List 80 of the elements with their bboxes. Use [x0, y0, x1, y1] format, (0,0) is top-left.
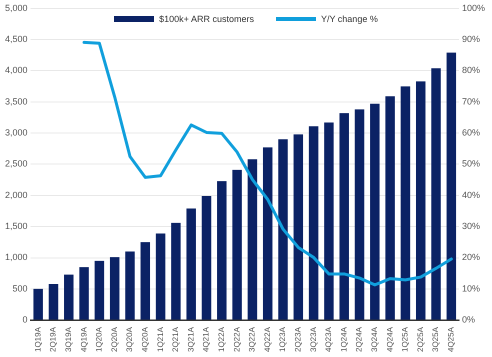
bar [94, 260, 104, 320]
x-tick-label: 4Q20A [140, 326, 150, 352]
bar [110, 257, 120, 320]
bar [385, 96, 395, 320]
x-tick-label: 2Q24A [354, 326, 364, 352]
bar [339, 113, 349, 320]
bar [232, 170, 242, 320]
x-tick-label: 1Q21A [156, 326, 165, 352]
x-tick-label: 4Q25A [446, 326, 456, 352]
bar [48, 284, 58, 320]
x-tick-label: 2Q19A [48, 326, 58, 352]
bar [33, 288, 43, 320]
y2-tick-label: 10% [462, 283, 480, 294]
bar [354, 109, 364, 320]
bar [64, 274, 74, 320]
x-tick-label: 1Q25A [400, 326, 410, 352]
y-tick-label: 1,000 [4, 252, 28, 262]
x-tick-label: 4Q24A [385, 326, 394, 352]
y2-tick-label: 60% [462, 128, 480, 138]
bar [262, 147, 272, 320]
y-tick-label: 4,000 [4, 65, 28, 76]
y-tick-label: 3,500 [4, 96, 28, 106]
y-tick-label: 0 [22, 314, 28, 325]
bar [308, 126, 318, 320]
y-tick-label: 500 [12, 283, 28, 294]
y-tick-label: 3,000 [4, 128, 28, 138]
x-tick-label: 1Q20A [94, 326, 104, 352]
x-tick-label: 4Q19A [79, 326, 88, 352]
legend-label: Y/Y change % [320, 14, 378, 24]
bar [370, 104, 380, 320]
bar [278, 139, 288, 320]
bar [416, 81, 426, 320]
bar [248, 159, 258, 320]
x-tick-label: 2Q22A [232, 326, 242, 352]
bar [156, 233, 166, 320]
x-tick-label: 1Q24A [339, 326, 348, 352]
y2-tick-label: 50% [462, 158, 480, 169]
x-tick-label: 3Q25A [431, 326, 440, 352]
y2-tick-label: 20% [462, 252, 480, 262]
y2-tick-label: 30% [462, 221, 480, 232]
x-tick-label: 1Q23A [278, 326, 288, 352]
y2-tick-label: 90% [462, 34, 480, 44]
x-tick-label: 2Q20A [110, 326, 119, 352]
bar [171, 222, 181, 320]
legend-label: $100k+ ARR customers [159, 14, 254, 24]
bar [324, 122, 334, 320]
bar [294, 134, 304, 320]
x-tick-label: 3Q22A [248, 326, 257, 352]
x-tick-label: 2Q21A [171, 326, 180, 352]
bar [125, 252, 135, 320]
y-tick-label: 2,000 [4, 190, 28, 200]
x-tick-label: 4Q23A [324, 326, 334, 352]
y2-tick-label: 40% [462, 190, 480, 200]
x-tick-label: 3Q21A [186, 326, 196, 352]
x-tick-label: 1Q22A [217, 326, 226, 352]
bar [186, 208, 196, 320]
bar [202, 196, 212, 320]
bar [217, 181, 227, 320]
x-tick-label: 2Q25A [416, 326, 425, 352]
x-tick-label: 4Q21A [202, 326, 211, 352]
y2-tick-label: 80% [462, 65, 480, 76]
y-tick-label: 5,000 [4, 2, 28, 13]
x-tick-label: 1Q19A [33, 326, 42, 352]
y2-tick-label: 70% [462, 96, 480, 106]
bar [446, 52, 456, 320]
bar [79, 267, 89, 320]
x-tick-label: 3Q23A [308, 326, 318, 352]
y-tick-label: 4,500 [4, 34, 28, 44]
x-tick-label: 3Q24A [370, 326, 380, 352]
bar [431, 68, 441, 320]
bar [400, 86, 410, 320]
y-tick-label: 2,500 [4, 158, 28, 169]
x-tick-label: 3Q19A [64, 326, 73, 352]
x-tick-label: 2Q23A [294, 326, 303, 352]
y2-tick-label: 0% [462, 314, 475, 325]
y2-tick-label: 100% [462, 2, 486, 13]
x-tick-label: 3Q20A [125, 326, 134, 352]
y-tick-label: 1,500 [4, 221, 28, 232]
bar [140, 242, 150, 320]
x-tick-label: 4Q22A [262, 326, 272, 352]
